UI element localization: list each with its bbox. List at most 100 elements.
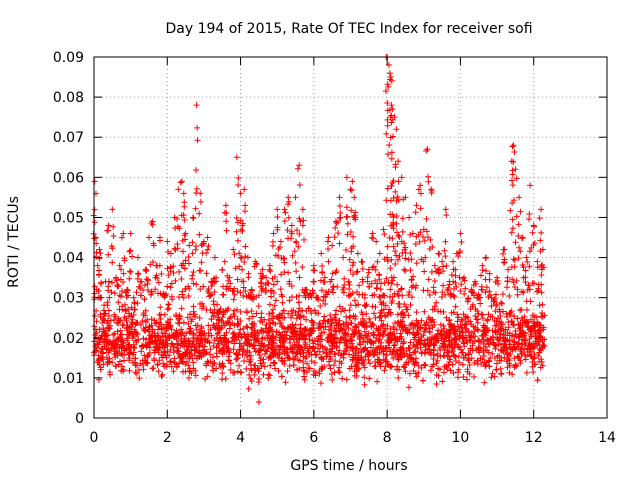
data-point	[309, 287, 316, 294]
data-point	[317, 332, 324, 339]
data-point	[134, 254, 141, 261]
data-point	[244, 353, 251, 360]
data-point	[130, 311, 137, 318]
data-point	[137, 321, 144, 328]
data-point	[373, 238, 380, 245]
data-point	[368, 280, 375, 287]
data-point	[193, 167, 200, 174]
data-point	[539, 309, 546, 316]
data-point	[174, 342, 181, 349]
data-point	[192, 372, 199, 379]
data-point	[178, 326, 185, 333]
data-point	[446, 316, 453, 323]
data-point	[239, 220, 246, 227]
data-point	[310, 344, 317, 351]
data-point	[325, 326, 332, 333]
data-point	[132, 369, 139, 376]
data-point	[271, 302, 278, 309]
data-point	[347, 228, 354, 235]
data-point	[328, 370, 335, 377]
data-point	[194, 335, 201, 342]
data-point	[231, 285, 238, 292]
data-point	[450, 339, 457, 346]
data-point	[182, 257, 189, 264]
data-point	[441, 338, 448, 345]
data-point	[211, 306, 218, 313]
data-point	[370, 332, 377, 339]
data-point	[421, 350, 428, 357]
data-point	[399, 292, 406, 299]
data-point	[417, 190, 424, 197]
data-point	[143, 336, 150, 343]
data-point	[456, 249, 463, 256]
data-point	[385, 279, 392, 286]
data-point	[96, 255, 103, 262]
data-point	[220, 363, 227, 370]
data-point	[210, 360, 217, 367]
data-point	[167, 346, 174, 353]
data-point	[346, 314, 353, 321]
data-point	[233, 356, 240, 363]
data-point	[514, 291, 521, 298]
data-point	[330, 362, 337, 369]
data-point	[99, 355, 106, 362]
data-point	[336, 194, 343, 201]
data-point	[341, 275, 348, 282]
data-point	[144, 352, 151, 359]
data-point	[175, 360, 182, 367]
data-point	[100, 361, 107, 368]
data-point	[508, 177, 515, 184]
data-point	[411, 336, 418, 343]
data-point	[377, 286, 384, 293]
data-point	[463, 326, 470, 333]
data-point	[340, 254, 347, 261]
data-point	[95, 341, 102, 348]
data-point	[177, 354, 184, 361]
data-point	[97, 348, 104, 355]
data-point	[536, 329, 543, 336]
data-point	[383, 344, 390, 351]
data-point	[370, 310, 377, 317]
data-point	[400, 363, 407, 370]
data-point	[531, 280, 538, 287]
data-point	[134, 270, 141, 277]
data-point	[151, 349, 158, 356]
data-point	[274, 278, 281, 285]
data-point	[311, 307, 318, 314]
data-point	[141, 296, 148, 303]
data-point	[222, 202, 229, 209]
data-point	[426, 246, 433, 253]
data-point	[269, 309, 276, 316]
data-point	[286, 363, 293, 370]
data-point	[352, 329, 359, 336]
data-point	[351, 194, 358, 201]
data-point	[142, 341, 149, 348]
data-point	[234, 368, 241, 375]
data-point	[261, 363, 268, 370]
data-point	[303, 316, 310, 323]
data-point	[138, 348, 145, 355]
data-point	[172, 277, 179, 284]
data-point	[234, 276, 241, 283]
data-point	[385, 151, 392, 158]
data-point	[291, 248, 298, 255]
data-point	[506, 369, 513, 376]
data-point	[276, 311, 283, 318]
data-point	[217, 335, 224, 342]
data-point	[194, 124, 201, 131]
data-point	[299, 222, 306, 229]
data-point	[266, 372, 273, 379]
data-point	[349, 178, 356, 185]
data-point	[336, 240, 343, 247]
data-point	[395, 196, 402, 203]
data-point	[221, 341, 228, 348]
data-point	[374, 258, 381, 265]
data-point	[174, 331, 181, 338]
data-point	[493, 366, 500, 373]
data-point	[196, 231, 203, 238]
data-point	[338, 335, 345, 342]
data-point	[389, 277, 396, 284]
data-point	[244, 324, 251, 331]
data-point	[249, 313, 256, 320]
data-point	[189, 214, 196, 221]
